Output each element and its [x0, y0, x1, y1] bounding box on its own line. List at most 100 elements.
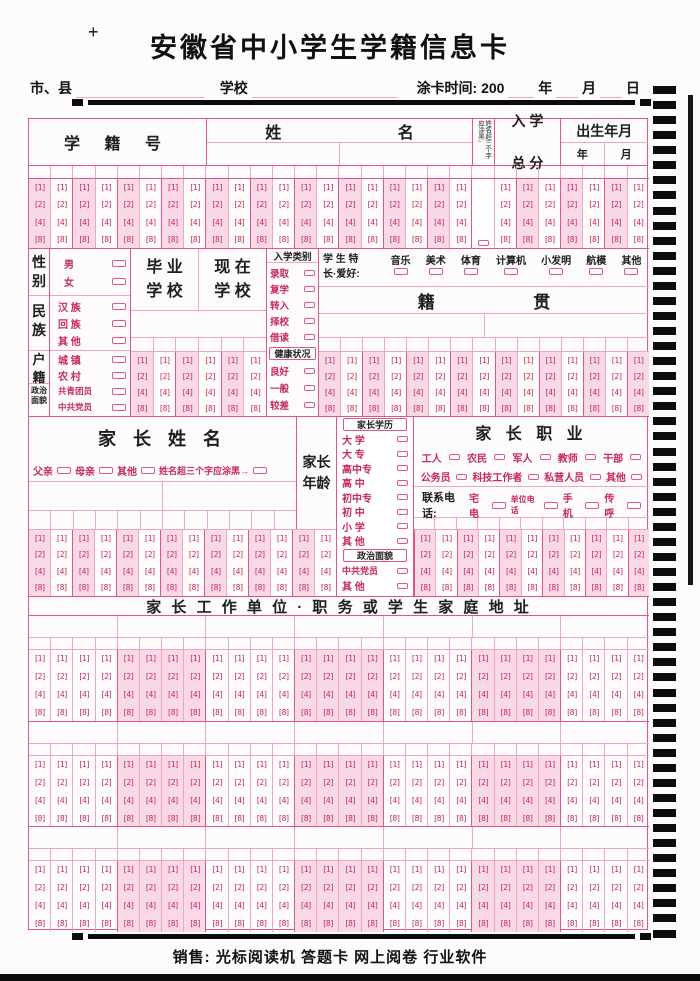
write-cell[interactable] [604, 638, 626, 649]
bubble-8[interactable]: [8] [388, 707, 401, 717]
bubble-1[interactable]: [1] [233, 865, 245, 875]
bubble-8[interactable]: [8] [158, 403, 171, 413]
bubble-1[interactable]: [1] [410, 654, 423, 664]
write-cell[interactable] [338, 638, 360, 649]
bubble-1[interactable]: [1] [632, 760, 645, 770]
bubble-1[interactable]: [1] [632, 865, 645, 875]
bubble-2[interactable]: [2] [33, 200, 46, 210]
bubble-2[interactable]: [2] [322, 672, 334, 682]
bubble-4[interactable]: [4] [100, 217, 112, 227]
bubble-2[interactable]: [2] [565, 200, 578, 210]
bubble-1[interactable]: [1] [143, 533, 156, 543]
bubble-2[interactable]: [2] [588, 371, 601, 381]
bubble-8[interactable]: [8] [255, 813, 268, 823]
bubble-4[interactable]: [4] [100, 900, 112, 910]
bubble-8[interactable]: [8] [565, 813, 578, 823]
bubble-8[interactable]: [8] [322, 813, 334, 823]
bubble-1[interactable]: [1] [322, 865, 334, 875]
bubble-4[interactable]: [4] [388, 689, 401, 699]
bubble-4[interactable]: [4] [544, 387, 556, 397]
bubble-1[interactable]: [1] [543, 654, 556, 664]
bubble-8[interactable]: [8] [388, 234, 401, 244]
write-cell[interactable] [294, 638, 316, 649]
write-cell[interactable] [606, 518, 627, 530]
bubble-8[interactable]: [8] [56, 234, 68, 244]
write-cell[interactable] [560, 827, 649, 848]
write-cell[interactable] [228, 511, 251, 530]
bubble-1[interactable]: [1] [412, 355, 424, 365]
bubble-4[interactable]: [4] [526, 566, 538, 576]
bubble-2[interactable]: [2] [504, 550, 517, 560]
health-good-checkbox[interactable] [304, 367, 315, 374]
write-cell[interactable] [72, 638, 94, 649]
bubble-4[interactable]: [4] [226, 387, 239, 397]
bubble-8[interactable]: [8] [136, 403, 148, 413]
bubble-1[interactable]: [1] [547, 533, 560, 543]
write-cell[interactable] [494, 338, 517, 351]
bubble-4[interactable]: [4] [56, 689, 68, 699]
bubble-2[interactable]: [2] [226, 371, 239, 381]
write-cell[interactable] [117, 511, 139, 530]
write-cell[interactable] [537, 744, 560, 755]
bubble-1[interactable]: [1] [366, 654, 378, 664]
bubble-1[interactable]: [1] [158, 355, 171, 365]
bubble-4[interactable]: [4] [322, 900, 334, 910]
bubble-2[interactable]: [2] [255, 672, 268, 682]
bubble-8[interactable]: [8] [455, 813, 467, 823]
bubble-1[interactable]: [1] [410, 760, 423, 770]
write-cell[interactable] [316, 744, 338, 755]
bubble-1[interactable]: [1] [389, 355, 402, 365]
bubble-8[interactable]: [8] [419, 583, 431, 593]
bubble-4[interactable]: [4] [565, 689, 578, 699]
bubble-4[interactable]: [4] [78, 795, 90, 805]
bubble-2[interactable]: [2] [499, 883, 511, 893]
bubble-8[interactable]: [8] [33, 918, 46, 928]
bubble-4[interactable]: [4] [33, 689, 46, 699]
write-cell[interactable] [152, 338, 176, 351]
write-cell[interactable] [227, 166, 250, 178]
bubble-2[interactable]: [2] [568, 550, 581, 560]
bubble-4[interactable]: [4] [432, 900, 445, 910]
name-write-area[interactable] [339, 143, 472, 165]
write-cell[interactable] [116, 638, 139, 649]
edu-college-checkbox[interactable] [397, 450, 408, 457]
bubble-2[interactable]: [2] [499, 200, 511, 210]
bubble-1[interactable]: [1] [367, 355, 380, 365]
write-cell[interactable] [563, 518, 584, 530]
bubble-1[interactable]: [1] [189, 654, 201, 664]
write-cell[interactable] [560, 166, 582, 178]
write-cell[interactable] [72, 744, 94, 755]
bubble-2[interactable]: [2] [344, 672, 356, 682]
parent-mother-checkbox[interactable] [99, 466, 113, 474]
bubble-4[interactable]: [4] [632, 689, 645, 699]
write-cell[interactable] [582, 338, 605, 351]
bubble-1[interactable]: [1] [526, 533, 538, 543]
write-cell[interactable] [541, 518, 563, 530]
bubble-2[interactable]: [2] [323, 371, 336, 381]
ethnic-han-checkbox[interactable] [112, 303, 126, 310]
bubble-8[interactable]: [8] [166, 918, 179, 928]
write-cell[interactable] [362, 338, 384, 351]
bubble-2[interactable]: [2] [277, 778, 290, 788]
bubble-4[interactable]: [4] [144, 900, 157, 910]
bubble-4[interactable]: [4] [588, 217, 600, 227]
write-cell[interactable] [404, 166, 427, 178]
write-cell[interactable] [471, 166, 493, 178]
edu-univ-checkbox[interactable] [397, 436, 408, 443]
write-cell[interactable] [249, 166, 272, 178]
bubble-2[interactable]: [2] [434, 371, 446, 381]
bubble-8[interactable]: [8] [432, 918, 445, 928]
write-cell[interactable] [360, 638, 383, 649]
bubble-2[interactable]: [2] [388, 778, 401, 788]
bubble-4[interactable]: [4] [410, 689, 423, 699]
bubble-8[interactable]: [8] [56, 813, 68, 823]
job-tech-checkbox[interactable] [527, 473, 539, 480]
bubble-2[interactable]: [2] [144, 672, 157, 682]
bubble-1[interactable]: [1] [366, 760, 378, 770]
bubble-1[interactable]: [1] [189, 865, 201, 875]
bubble-2[interactable]: [2] [299, 200, 312, 210]
bubble-2[interactable]: [2] [565, 778, 578, 788]
bubble-1[interactable]: [1] [77, 533, 90, 543]
bubble-4[interactable]: [4] [323, 387, 336, 397]
write-cell[interactable] [450, 338, 472, 351]
